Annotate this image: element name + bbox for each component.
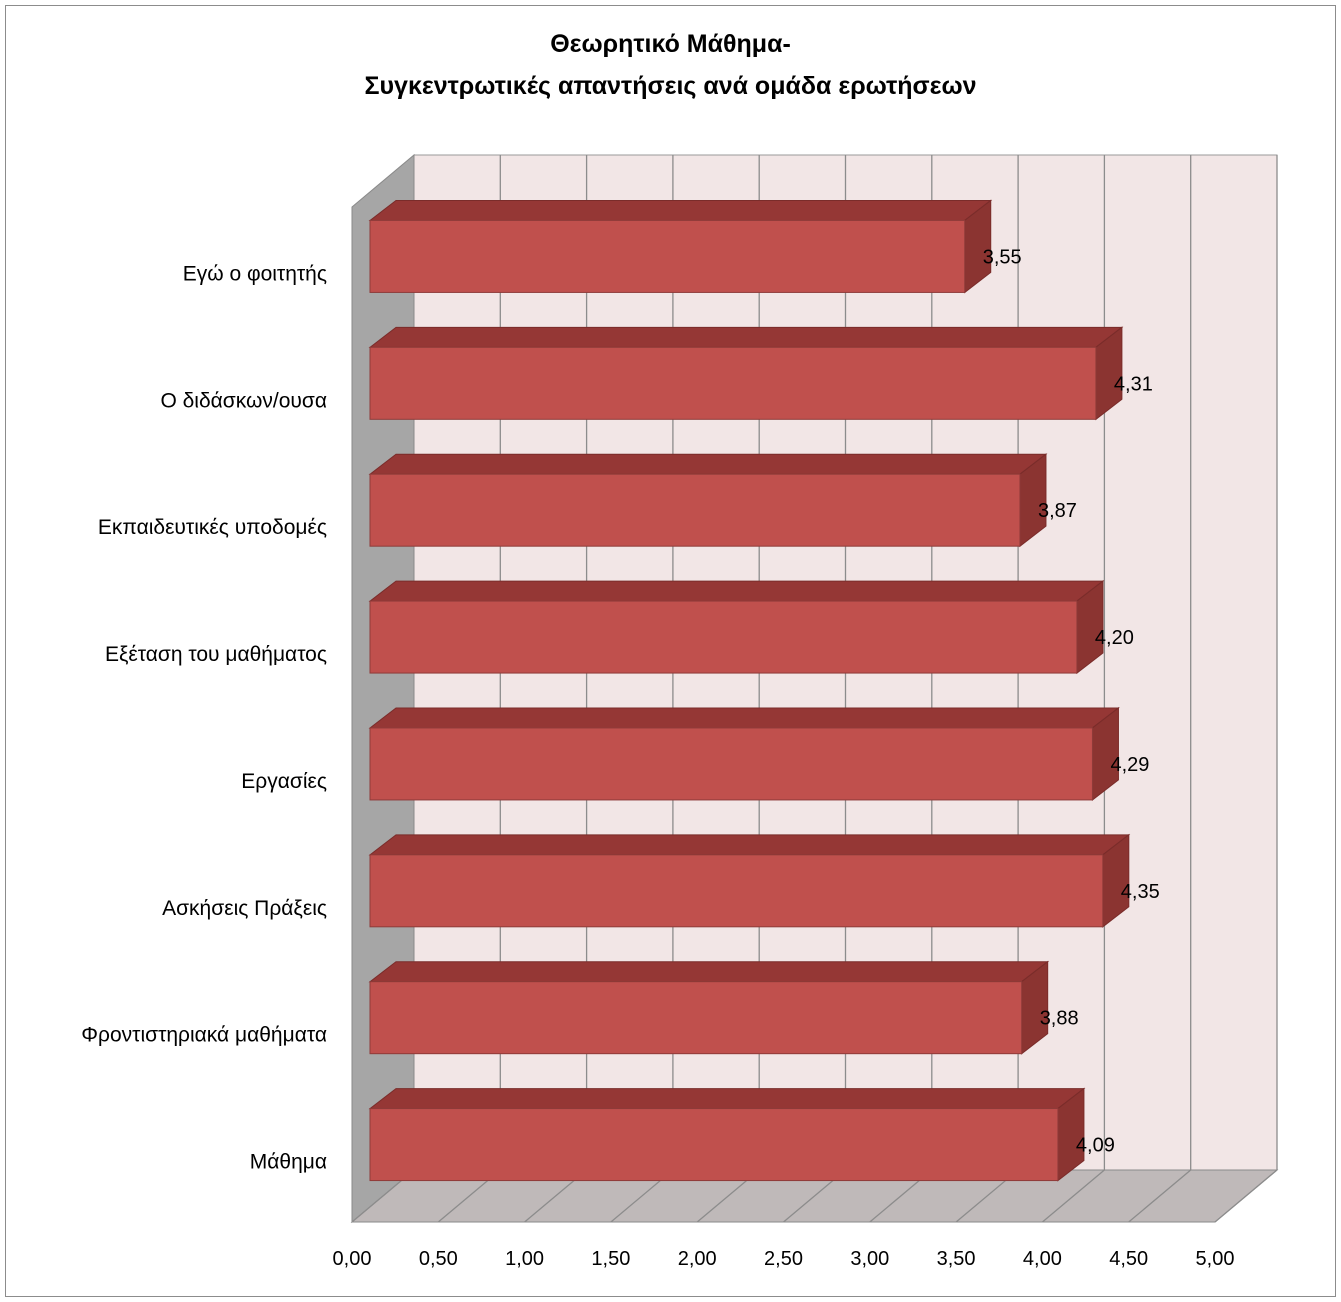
data-label: 4,31 [1114, 373, 1153, 395]
x-tick-label: 4,50 [1109, 1248, 1148, 1270]
bar-top [368, 326, 1124, 348]
floor-gridline [1214, 1169, 1278, 1223]
bar [369, 1108, 1059, 1182]
bar-top [368, 580, 1105, 602]
floor-gridline [1128, 1169, 1192, 1223]
bar-top [368, 199, 993, 221]
x-tick-label: 3,50 [937, 1248, 976, 1270]
bar [369, 346, 1097, 420]
data-label: 3,87 [1038, 500, 1077, 522]
data-label: 4,20 [1095, 627, 1134, 649]
category-label: Ασκήσεις Πράξεις [162, 897, 327, 920]
data-label: 4,29 [1110, 754, 1149, 776]
category-label: Εκπαιδευτικές υποδομές [98, 516, 327, 539]
x-tick-label: 0,50 [419, 1248, 458, 1270]
data-label: 3,55 [983, 246, 1022, 268]
chart-title-line-1: Θεωρητικό Μάθημα- [550, 30, 791, 58]
chart-title-line-2: Συγκεντρωτικές απαντήσεις ανά ομάδα ερωτ… [364, 72, 977, 100]
category-label: Μάθημα [250, 1151, 327, 1174]
x-tick-label: 4,00 [1023, 1248, 1062, 1270]
x-tick-label: 0,00 [333, 1248, 372, 1270]
x-tick-label: 1,00 [505, 1248, 544, 1270]
category-label: Ο διδάσκων/ουσα [160, 389, 327, 412]
data-label: 4,09 [1076, 1135, 1115, 1157]
x-tick-label: 5,00 [1196, 1248, 1235, 1270]
data-label: 4,35 [1121, 881, 1160, 903]
bar [369, 219, 966, 293]
x-tick-label: 2,50 [764, 1248, 803, 1270]
data-label: 3,88 [1040, 1008, 1079, 1030]
category-label: Εγώ ο φοιτητής [183, 262, 327, 285]
bar [369, 473, 1021, 547]
side-wall [351, 153, 415, 1224]
bar [369, 854, 1104, 928]
x-tick-label: 2,00 [678, 1248, 717, 1270]
category-label: Εξέταση του μαθήματος [105, 643, 327, 666]
bar [369, 981, 1023, 1055]
bar-top [368, 834, 1131, 856]
category-label: Εργασίες [241, 770, 327, 793]
x-tick-label: 1,50 [591, 1248, 630, 1270]
floor-gridline [1041, 1169, 1105, 1223]
bar-top [368, 1088, 1086, 1110]
bar [369, 600, 1078, 674]
category-label: Φροντιστηριακά μαθήματα [81, 1024, 327, 1047]
bar-top [368, 961, 1050, 983]
bar [369, 727, 1093, 801]
bar-top [368, 707, 1120, 729]
bar-top [368, 453, 1048, 475]
x-tick-label: 3,00 [850, 1248, 889, 1270]
